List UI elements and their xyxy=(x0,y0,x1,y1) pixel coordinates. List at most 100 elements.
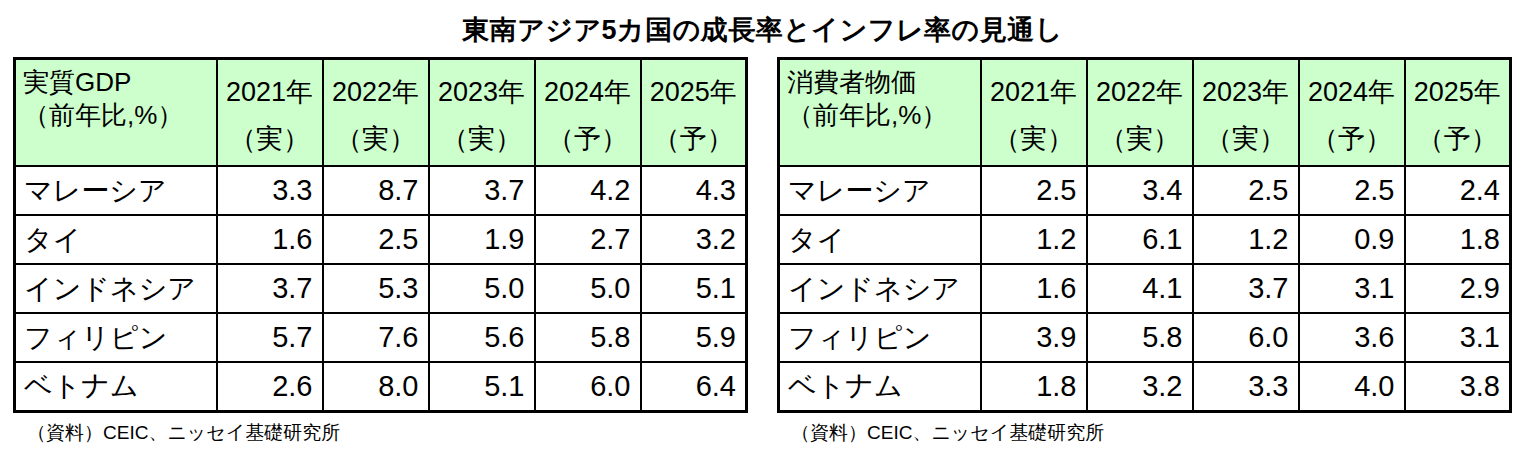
table-row-malaysia: マレーシア 3.3 8.7 3.7 4.2 4.3 xyxy=(15,166,747,215)
country-cell: マレーシア xyxy=(779,166,981,215)
value-cell: 6.0 xyxy=(1193,313,1299,362)
year-label: 2022年 xyxy=(1096,74,1183,110)
value-cell: 5.0 xyxy=(429,264,535,313)
year-label: 2021年 xyxy=(226,74,313,110)
cpi-table-block: 消費者物価 （前年比,%） 2021年 （実） 2022年 （実） xyxy=(777,57,1512,446)
value-cell: 2.4 xyxy=(1405,166,1511,215)
year-label: 2024年 xyxy=(544,74,631,110)
value-cell: 5.1 xyxy=(641,264,747,313)
value-cell: 1.8 xyxy=(981,362,1087,411)
year-label: 2025年 xyxy=(650,74,737,110)
cpi-corner-header: 消費者物価 （前年比,%） xyxy=(779,59,981,167)
table-row-indonesia: インドネシア 1.6 4.1 3.7 3.1 2.9 xyxy=(779,264,1511,313)
value-cell: 8.0 xyxy=(323,362,429,411)
figure-title: 東南アジア5カ国の成長率とインフレ率の見通し xyxy=(0,12,1525,48)
year-header-2021: 2021年 （実） xyxy=(981,59,1087,167)
value-cell: 1.6 xyxy=(217,215,323,264)
value-cell: 1.9 xyxy=(429,215,535,264)
year-header-2025: 2025年 （予） xyxy=(1405,59,1511,167)
value-cell: 3.3 xyxy=(217,166,323,215)
year-kind-label: （予） xyxy=(653,121,734,157)
country-cell: マレーシア xyxy=(15,166,217,215)
value-cell: 5.3 xyxy=(323,264,429,313)
table-row-thailand: タイ 1.2 6.1 1.2 0.9 1.8 xyxy=(779,215,1511,264)
table-row-vietnam: ベトナム 1.8 3.2 3.3 4.0 3.8 xyxy=(779,362,1511,411)
year-kind-label: （実） xyxy=(335,121,416,157)
country-cell: インドネシア xyxy=(779,264,981,313)
year-header-2024: 2024年 （予） xyxy=(1299,59,1405,167)
value-cell: 2.6 xyxy=(217,362,323,411)
table-row-philippines: フィリピン 5.7 7.6 5.6 5.8 5.9 xyxy=(15,313,747,362)
gdp-corner-title: 実質GDP xyxy=(23,66,212,99)
value-cell: 2.5 xyxy=(981,166,1087,215)
value-cell: 3.7 xyxy=(429,166,535,215)
value-cell: 5.8 xyxy=(1087,313,1193,362)
year-kind-label: （予） xyxy=(1417,121,1498,157)
year-kind-label: （実） xyxy=(993,121,1074,157)
value-cell: 4.1 xyxy=(1087,264,1193,313)
value-cell: 5.7 xyxy=(217,313,323,362)
value-cell: 6.1 xyxy=(1087,215,1193,264)
year-label: 2023年 xyxy=(438,74,525,110)
cpi-corner-subtitle: （前年比,%） xyxy=(787,99,976,132)
year-kind-label: （実） xyxy=(1205,121,1286,157)
country-cell: ベトナム xyxy=(779,362,981,411)
gdp-source-note: （資料）CEIC、ニッセイ基礎研究所 xyxy=(27,420,748,446)
year-header-2025: 2025年 （予） xyxy=(641,59,747,167)
value-cell: 5.0 xyxy=(535,264,641,313)
year-header-2024: 2024年 （予） xyxy=(535,59,641,167)
value-cell: 3.4 xyxy=(1087,166,1193,215)
value-cell: 3.3 xyxy=(1193,362,1299,411)
value-cell: 2.5 xyxy=(1193,166,1299,215)
table-row-indonesia: インドネシア 3.7 5.3 5.0 5.0 5.1 xyxy=(15,264,747,313)
value-cell: 1.2 xyxy=(981,215,1087,264)
country-cell: タイ xyxy=(15,215,217,264)
value-cell: 3.1 xyxy=(1405,313,1511,362)
value-cell: 1.6 xyxy=(981,264,1087,313)
value-cell: 2.7 xyxy=(535,215,641,264)
value-cell: 1.2 xyxy=(1193,215,1299,264)
country-cell: フィリピン xyxy=(779,313,981,362)
table-row-malaysia: マレーシア 2.5 3.4 2.5 2.5 2.4 xyxy=(779,166,1511,215)
value-cell: 3.1 xyxy=(1299,264,1405,313)
country-cell: ベトナム xyxy=(15,362,217,411)
year-label: 2023年 xyxy=(1202,74,1289,110)
year-kind-label: （実） xyxy=(229,121,310,157)
year-kind-label: （予） xyxy=(1311,121,1392,157)
country-cell: インドネシア xyxy=(15,264,217,313)
value-cell: 5.6 xyxy=(429,313,535,362)
value-cell: 4.2 xyxy=(535,166,641,215)
value-cell: 3.9 xyxy=(981,313,1087,362)
value-cell: 2.5 xyxy=(323,215,429,264)
year-header-2023: 2023年 （実） xyxy=(1193,59,1299,167)
cpi-header-row: 消費者物価 （前年比,%） 2021年 （実） 2022年 （実） xyxy=(779,59,1511,167)
year-kind-label: （実） xyxy=(1099,121,1180,157)
value-cell: 1.8 xyxy=(1405,215,1511,264)
year-header-2021: 2021年 （実） xyxy=(217,59,323,167)
value-cell: 6.4 xyxy=(641,362,747,411)
value-cell: 3.2 xyxy=(1087,362,1193,411)
country-cell: タイ xyxy=(779,215,981,264)
year-header-2022: 2022年 （実） xyxy=(323,59,429,167)
value-cell: 3.2 xyxy=(641,215,747,264)
year-kind-label: （予） xyxy=(547,121,628,157)
value-cell: 3.6 xyxy=(1299,313,1405,362)
gdp-corner-subtitle: （前年比,%） xyxy=(23,99,212,132)
year-kind-label: （実） xyxy=(441,121,522,157)
gdp-header-row: 実質GDP （前年比,%） 2021年 （実） 2022年 （実） xyxy=(15,59,747,167)
value-cell: 3.7 xyxy=(1193,264,1299,313)
value-cell: 2.5 xyxy=(1299,166,1405,215)
table-row-vietnam: ベトナム 2.6 8.0 5.1 6.0 6.4 xyxy=(15,362,747,411)
value-cell: 3.8 xyxy=(1405,362,1511,411)
table-row-philippines: フィリピン 3.9 5.8 6.0 3.6 3.1 xyxy=(779,313,1511,362)
year-label: 2022年 xyxy=(332,74,419,110)
value-cell: 2.9 xyxy=(1405,264,1511,313)
gdp-table: 実質GDP （前年比,%） 2021年 （実） 2022年 （実） xyxy=(13,57,748,413)
year-header-2022: 2022年 （実） xyxy=(1087,59,1193,167)
value-cell: 8.7 xyxy=(323,166,429,215)
cpi-table: 消費者物価 （前年比,%） 2021年 （実） 2022年 （実） xyxy=(777,57,1512,413)
year-label: 2024年 xyxy=(1308,74,1395,110)
gdp-table-block: 実質GDP （前年比,%） 2021年 （実） 2022年 （実） xyxy=(13,57,748,446)
country-cell: フィリピン xyxy=(15,313,217,362)
year-label: 2025年 xyxy=(1414,74,1501,110)
